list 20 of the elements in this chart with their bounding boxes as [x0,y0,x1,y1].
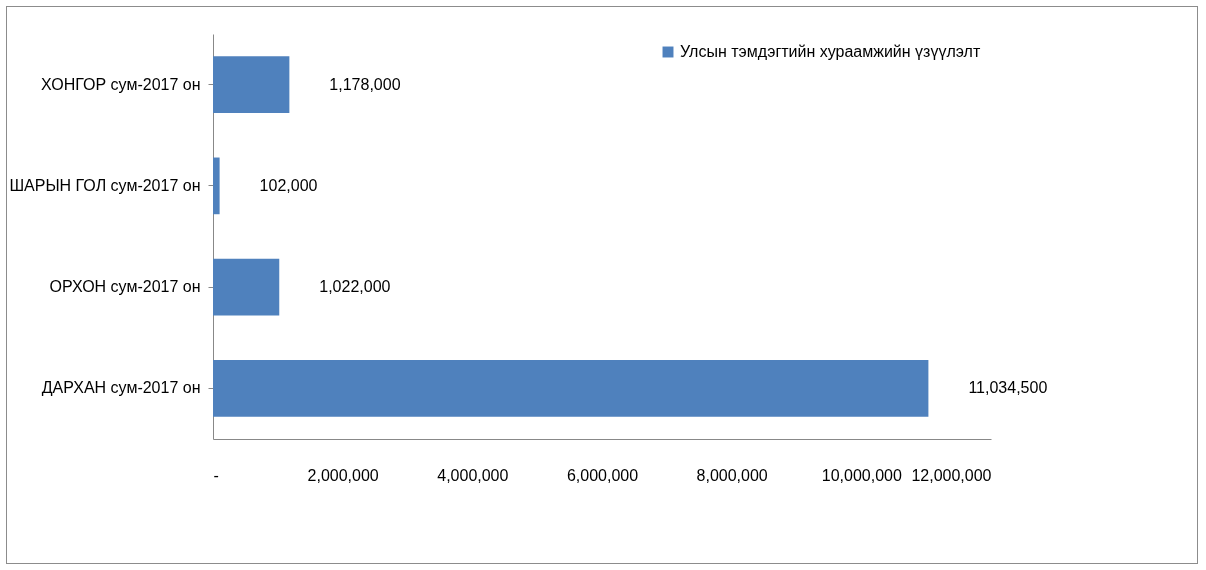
y-tick-label: ШАРЫН ГОЛ сум-2017 он [9,176,201,194]
x-tick-label: 4,000,000 [437,466,509,484]
x-tick-label: 6,000,000 [566,466,639,484]
x-tick-label: 2,000,000 [307,466,379,484]
data-label: 11,034,500 [968,379,1048,397]
x-tick-label: - [213,466,219,484]
data-label: 1,022,000 [319,278,391,296]
x-tick-label: 10,000,000 [821,466,902,484]
bar [213,157,220,215]
y-tick-label: ДАРХАН сум-2017 он [41,379,201,397]
legend-label: Улсын тэмдэгтийн хураамжийн үзүүлэлт [680,43,981,60]
bar [213,258,280,316]
x-tick-label: 8,000,000 [696,466,768,484]
data-label: 102,000 [259,176,318,194]
bar [213,56,290,113]
x-tick-label: 12,000,000 [911,466,992,484]
bar [213,360,929,417]
y-tick-label: ХОНГОР сум-2017 он [41,75,201,93]
data-label: 1,178,000 [329,75,401,93]
y-tick-label: ОРХОН сум-2017 он [49,278,201,296]
